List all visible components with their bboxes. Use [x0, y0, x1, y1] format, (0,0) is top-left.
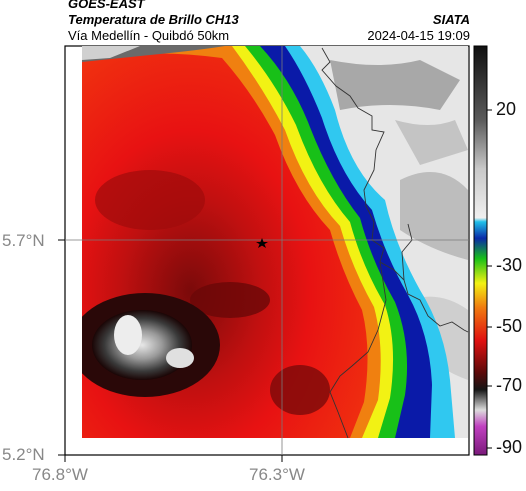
lon-label-76-3: 76.3°W	[249, 465, 305, 484]
colorbar-label-minus70: -70	[496, 375, 523, 395]
colorbar-ticks	[487, 109, 492, 449]
colorbar-label-minus30: -30	[496, 255, 523, 275]
organization-label: SIATA	[432, 12, 470, 27]
colorbar	[473, 45, 488, 456]
colorbar-label-minus90: -90	[496, 437, 523, 457]
coastline	[321, 47, 469, 439]
satellite-name: GOES-EAST	[68, 0, 145, 11]
datetime-label: 2024-04-15 19:09	[367, 28, 470, 43]
gridlines	[65, 46, 469, 455]
lon-label-76-8: 76.8°W	[32, 465, 88, 484]
product-title: Temperatura de Brillo CH13	[68, 12, 239, 27]
lat-label-5-2: 5.2°N	[2, 445, 45, 464]
star-icon	[256, 238, 268, 248]
colorbar-label-20: 20	[496, 99, 517, 119]
brightness-temperature-field	[82, 46, 468, 438]
lat-label-5-7: 5.7°N	[2, 231, 45, 250]
location-subtitle: Vía Medellín - Quibdó 50km	[68, 28, 230, 43]
colorbar-label-minus50: -50	[496, 316, 523, 336]
axis-ticks	[58, 239, 283, 462]
